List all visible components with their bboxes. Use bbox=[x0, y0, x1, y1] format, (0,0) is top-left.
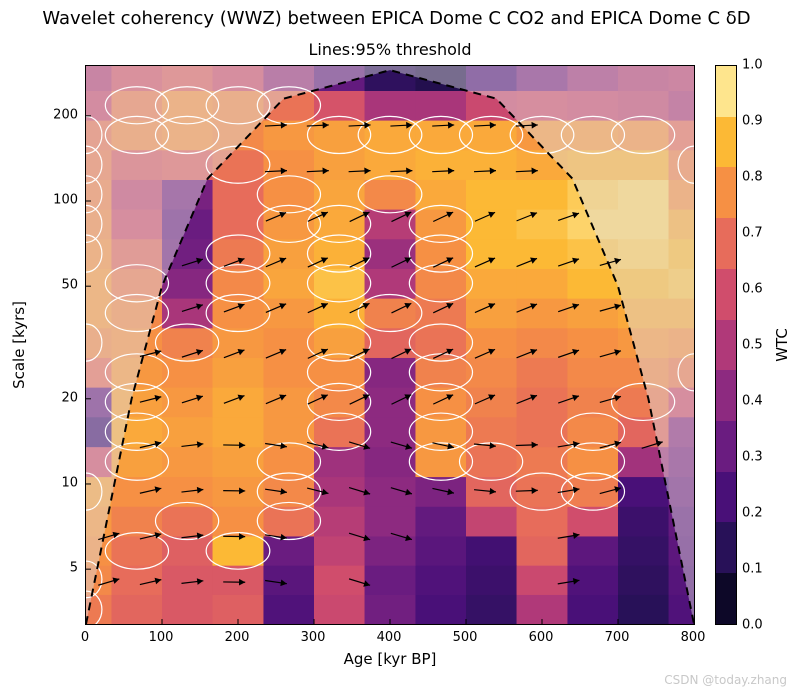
x-tick: 100 bbox=[149, 630, 174, 645]
x-tick: 800 bbox=[681, 630, 706, 645]
axes-subtitle-text: Lines:95% threshold bbox=[308, 40, 471, 59]
colorbar-label-text: WTC bbox=[773, 328, 791, 362]
colorbar-segment bbox=[716, 218, 736, 269]
x-axis-label-text: Age [kyr BP] bbox=[344, 650, 437, 668]
x-axis-label: Age [kyr BP] bbox=[85, 650, 695, 668]
x-tick: 500 bbox=[453, 630, 478, 645]
y-tick: 50 bbox=[18, 278, 78, 293]
y-tick: 5 bbox=[18, 561, 78, 576]
x-tick: 0 bbox=[81, 630, 89, 645]
colorbar-tick: 0.5 bbox=[742, 338, 763, 353]
colorbar-segment bbox=[716, 167, 736, 218]
colorbar-segment bbox=[716, 320, 736, 371]
colorbar-segment bbox=[716, 522, 736, 573]
colorbar-tick: 0.3 bbox=[742, 450, 763, 465]
figure: Wavelet coherency (WWZ) between EPICA Do… bbox=[0, 0, 793, 691]
y-tick: 20 bbox=[18, 390, 78, 405]
y-axis-label-text: Scale [kyrs] bbox=[10, 301, 28, 389]
colorbar-label: WTC bbox=[773, 65, 791, 625]
watermark: CSDN @today.zhang bbox=[664, 673, 787, 687]
scalogram-svg bbox=[86, 66, 694, 624]
colorbar-segment bbox=[716, 66, 736, 117]
y-tick: 200 bbox=[18, 107, 78, 122]
x-tick: 300 bbox=[301, 630, 326, 645]
x-tick: 400 bbox=[377, 630, 402, 645]
colorbar-tick: 0.2 bbox=[742, 506, 763, 521]
watermark-text: CSDN @today.zhang bbox=[664, 673, 787, 687]
colorbar-segment bbox=[716, 269, 736, 320]
plot-axes bbox=[85, 65, 695, 625]
colorbar-tick: 0.6 bbox=[742, 282, 763, 297]
colorbar-segment bbox=[716, 472, 736, 523]
colorbar-tick: 0.1 bbox=[742, 562, 763, 577]
x-tick: 700 bbox=[605, 630, 630, 645]
colorbar-tick: 0.8 bbox=[742, 170, 763, 185]
x-tick: 600 bbox=[529, 630, 554, 645]
colorbar-tick: 0.9 bbox=[742, 114, 763, 129]
colorbar bbox=[715, 65, 737, 625]
y-tick: 10 bbox=[18, 475, 78, 490]
colorbar-tick: 1.0 bbox=[742, 58, 763, 73]
colorbar-tick: 0.0 bbox=[742, 618, 763, 633]
colorbar-segment bbox=[716, 117, 736, 168]
y-tick: 100 bbox=[18, 193, 78, 208]
y-axis-label: Scale [kyrs] bbox=[10, 65, 28, 625]
colorbar-segment bbox=[716, 573, 736, 624]
colorbar-tick: 0.4 bbox=[742, 394, 763, 409]
x-tick: 200 bbox=[225, 630, 250, 645]
colorbar-segment bbox=[716, 421, 736, 472]
colorbar-segment bbox=[716, 370, 736, 421]
figure-title: Wavelet coherency (WWZ) between EPICA Do… bbox=[0, 8, 793, 29]
colorbar-tick: 0.7 bbox=[742, 226, 763, 241]
figure-title-text: Wavelet coherency (WWZ) between EPICA Do… bbox=[42, 8, 750, 29]
axes-subtitle: Lines:95% threshold bbox=[85, 40, 695, 59]
